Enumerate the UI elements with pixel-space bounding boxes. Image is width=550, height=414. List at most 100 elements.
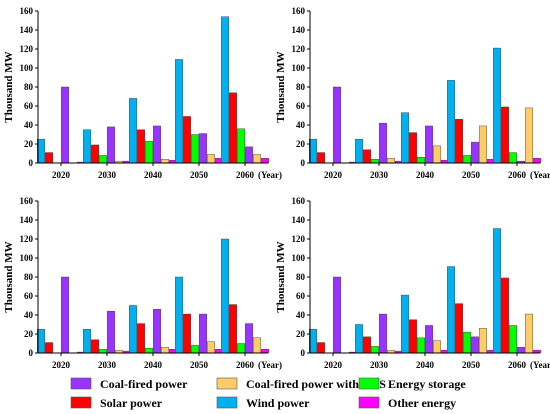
y-tick-label: 0 (29, 158, 34, 168)
bar-storage-2060 (509, 325, 517, 354)
legend-item-coal: Coal-fired power (70, 377, 188, 391)
bar-wind-2030 (83, 129, 91, 164)
bar-coal_ccs-2040 (433, 145, 441, 164)
bar-wind-2040 (129, 98, 137, 164)
bar-storage-2030 (371, 158, 379, 164)
bar-coal-2020 (333, 276, 341, 354)
bar-solar-2020 (317, 342, 325, 354)
y-tick-label: 120 (292, 234, 306, 244)
y-tick-label: 120 (20, 234, 34, 244)
y-tick-label: 160 (20, 6, 34, 16)
bar-coal_ccs-2050 (207, 341, 215, 354)
bar-solar-2060 (229, 92, 237, 164)
bar-wind-2050 (447, 266, 455, 354)
x-tick-label: 2020 (52, 170, 71, 180)
y-tick-label: 20 (24, 139, 34, 149)
bar-coal-2040 (425, 125, 433, 164)
bar-solar-2050 (183, 116, 191, 164)
bar-coal-2030 (107, 311, 115, 354)
y-tick-label: 40 (296, 310, 306, 320)
y-tick-label: 100 (20, 63, 34, 73)
bar-coal-2030 (379, 313, 387, 354)
bar-coal_ccs-2040 (161, 158, 169, 164)
bar-solar-2050 (183, 313, 191, 354)
legend-label-other: Other energy (388, 396, 456, 410)
bar-coal-2020 (61, 276, 69, 354)
x-tick-label: 2030 (370, 170, 389, 180)
x-unit-label: (Year) (530, 360, 550, 370)
y-tick-label: 20 (24, 329, 34, 339)
bar-solar-2040 (409, 132, 417, 164)
bar-coal-2060 (245, 323, 253, 354)
bar-storage-2050 (191, 134, 199, 164)
legend: Coal-fired power Coal-fired power with CC… (70, 377, 466, 410)
bar-coal-2040 (153, 309, 161, 354)
legend-label-coal: Coal-fired power (100, 377, 188, 391)
y-tick-label: 140 (292, 25, 306, 35)
bar-coal-2060 (245, 146, 253, 164)
x-tick-label: 2060 (508, 170, 527, 180)
x-tick-label: 2020 (324, 170, 343, 180)
bar-wind-2060 (493, 47, 501, 164)
bar-wind-2060 (221, 238, 229, 354)
bar-coal_ccs-2040 (161, 347, 169, 354)
bar-solar-2020 (45, 342, 53, 354)
bar-storage-2040 (417, 337, 425, 354)
y-axis-label: Thousand MW (3, 51, 15, 122)
legend-label-wind: Wind power (246, 396, 310, 410)
y-tick-label: 160 (20, 196, 34, 206)
bar-wind-2030 (355, 139, 363, 164)
bar-coal-2050 (471, 141, 479, 164)
bar-coal_ccs-2050 (479, 328, 487, 354)
bar-solar-2030 (363, 336, 371, 354)
bar-coal_ccs-2050 (479, 125, 487, 164)
bar-storage-2030 (371, 346, 379, 354)
bar-storage-2040 (417, 157, 425, 164)
bar-coal-2020 (61, 86, 69, 164)
legend-swatch-wind (216, 396, 238, 409)
bar-solar-2030 (91, 144, 99, 164)
bar-wind-2040 (129, 305, 137, 354)
x-tick-label: 2060 (508, 360, 527, 370)
y-tick-label: 120 (20, 44, 34, 54)
bar-coal-2020 (333, 86, 341, 164)
y-tick-label: 100 (292, 253, 306, 263)
bar-coal_ccs-2060 (525, 107, 533, 164)
bar-wind-2050 (175, 59, 183, 164)
bar-coal_ccs-2060 (525, 313, 533, 354)
y-tick-label: 160 (292, 6, 306, 16)
x-tick-label: 2040 (144, 170, 163, 180)
x-tick-label: 2050 (462, 170, 481, 180)
y-axis-label: Thousand MW (275, 241, 287, 312)
bar-other-2060 (533, 158, 541, 164)
bar-solar-2040 (137, 129, 145, 164)
x-tick-label: 2030 (370, 360, 389, 370)
x-tick-label: 2040 (144, 360, 163, 370)
x-tick-label: 2020 (52, 360, 71, 370)
legend-swatch-coal (70, 377, 92, 390)
x-unit-label: (Year) (258, 170, 282, 180)
bar-wind-2050 (175, 276, 183, 354)
x-unit-label: (Year) (530, 170, 550, 180)
bar-coal-2050 (471, 336, 479, 354)
y-tick-label: 140 (292, 215, 306, 225)
bar-coal_ccs-2050 (207, 154, 215, 164)
y-tick-label: 80 (24, 82, 34, 92)
bar-wind-2040 (401, 112, 409, 164)
x-tick-label: 2050 (462, 360, 481, 370)
y-tick-label: 100 (292, 63, 306, 73)
legend-swatch-other (358, 396, 380, 409)
legend-item-coal_ccs: Coal-fired power with CCS (216, 377, 386, 391)
y-tick-label: 80 (296, 272, 306, 282)
bar-solar-2020 (45, 152, 53, 164)
y-tick-label: 20 (296, 139, 306, 149)
bar-storage-2030 (99, 349, 107, 354)
x-tick-label: 2060 (236, 170, 255, 180)
bar-wind-2030 (355, 324, 363, 354)
bar-coal-2030 (107, 126, 115, 164)
